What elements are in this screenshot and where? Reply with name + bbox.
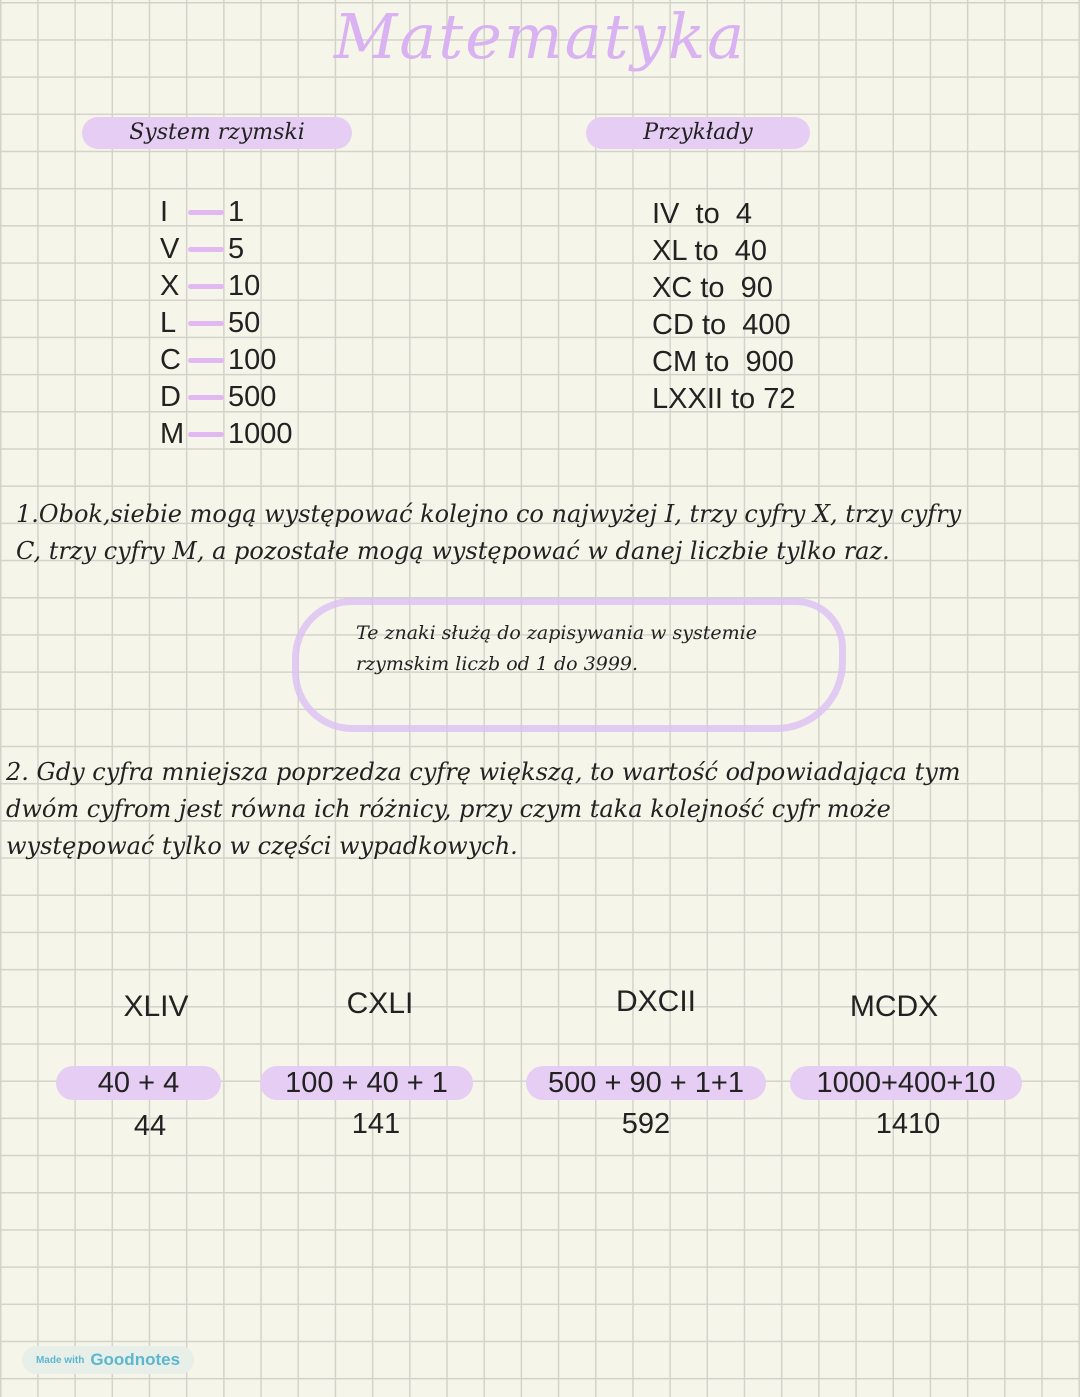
numeral-value: 100 — [228, 344, 277, 376]
dash — [188, 358, 224, 363]
watermark-brand: Goodnotes — [90, 1350, 181, 1369]
example-item: IV to 4 — [652, 198, 752, 230]
example-item: XL to 40 — [652, 235, 768, 267]
note-cloud-outline — [292, 598, 846, 732]
numeral-row: L 50 — [160, 305, 293, 342]
rule-2-line: występować tylko w części wypadkowych. — [6, 832, 518, 860]
conversion-result: 1410 — [875, 1108, 941, 1140]
rule-2-line: dwóm cyfrom jest równa ich różnicy, przy… — [6, 795, 891, 823]
examples-list: IV to 4 XL to 40 XC to 90 CD to 400 CM t… — [652, 196, 796, 418]
numeral-symbol: I — [160, 196, 169, 228]
numeral-value: 1 — [228, 196, 245, 228]
numeral-row: M 1000 — [160, 416, 293, 453]
numeral-symbol: C — [160, 344, 181, 376]
section-header-roman-system: System rzymski — [82, 117, 352, 149]
section-header-examples: Przykłady — [586, 117, 810, 149]
dash — [188, 284, 224, 289]
dash — [188, 247, 224, 252]
watermark-prefix: Made with — [35, 1354, 85, 1366]
numeral-symbol: M — [160, 418, 185, 450]
numeral-value: 10 — [228, 270, 261, 302]
conversion-sum: 1000+400+10 — [790, 1066, 1022, 1100]
dash — [188, 321, 224, 326]
numeral-symbol: D — [160, 381, 181, 413]
numeral-row: D 500 — [160, 379, 293, 416]
conversion-sum: 100 + 40 + 1 — [260, 1066, 473, 1100]
numeral-value: 50 — [228, 307, 261, 339]
conversion-roman: CXLI — [346, 987, 414, 1020]
numeral-symbol: X — [160, 270, 180, 302]
numeral-value: 500 — [228, 381, 277, 413]
conversion-roman: MCDX — [849, 990, 939, 1023]
dash — [188, 432, 224, 437]
numeral-symbol: V — [160, 233, 180, 265]
conversion-result: 44 — [133, 1110, 167, 1142]
dash — [188, 210, 224, 215]
rule-1-line: 1.Obok,siebie mogą występować kolejno co… — [16, 500, 962, 528]
conversion-roman: XLIV — [123, 990, 189, 1023]
note-line: rzymskim liczb od 1 do 3999. — [356, 653, 639, 675]
example-item: CM to 900 — [652, 346, 794, 378]
conversion-sum: 40 + 4 — [56, 1066, 221, 1100]
numeral-row: C 100 — [160, 342, 293, 379]
example-item: LXXII to 72 — [652, 383, 796, 415]
numeral-symbol: L — [160, 307, 177, 339]
numeral-value: 5 — [228, 233, 245, 265]
example-item: CD to 400 — [652, 309, 791, 341]
rule-1-line: C, trzy cyfry M, a pozostałe mogą występ… — [16, 537, 890, 565]
rule-2-line: 2. Gdy cyfra mniejsza poprzedza cyfrę wi… — [6, 758, 961, 786]
dash — [188, 395, 224, 400]
note-line: Te znaki służą do zapisywania w systemie — [356, 622, 757, 644]
rule-2: 2. Gdy cyfra mniejsza poprzedza cyfrę wi… — [6, 754, 1076, 865]
rule-1: 1.Obok,siebie mogą występować kolejno co… — [16, 496, 1076, 570]
conversion-result: 592 — [621, 1108, 671, 1140]
numeral-value: 1000 — [228, 418, 293, 450]
example-item: XC to 90 — [652, 272, 773, 304]
conversion-sum: 500 + 90 + 1+1 — [526, 1066, 766, 1100]
page-title: Matematyka — [333, 0, 747, 73]
numeral-row: X 10 — [160, 268, 293, 305]
note-text: Te znaki służą do zapisywania w systemie… — [356, 618, 757, 680]
conversion-result: 141 — [351, 1108, 401, 1140]
goodnotes-watermark: Made with Goodnotes — [22, 1346, 194, 1374]
conversion-roman: DXCII — [615, 985, 696, 1018]
